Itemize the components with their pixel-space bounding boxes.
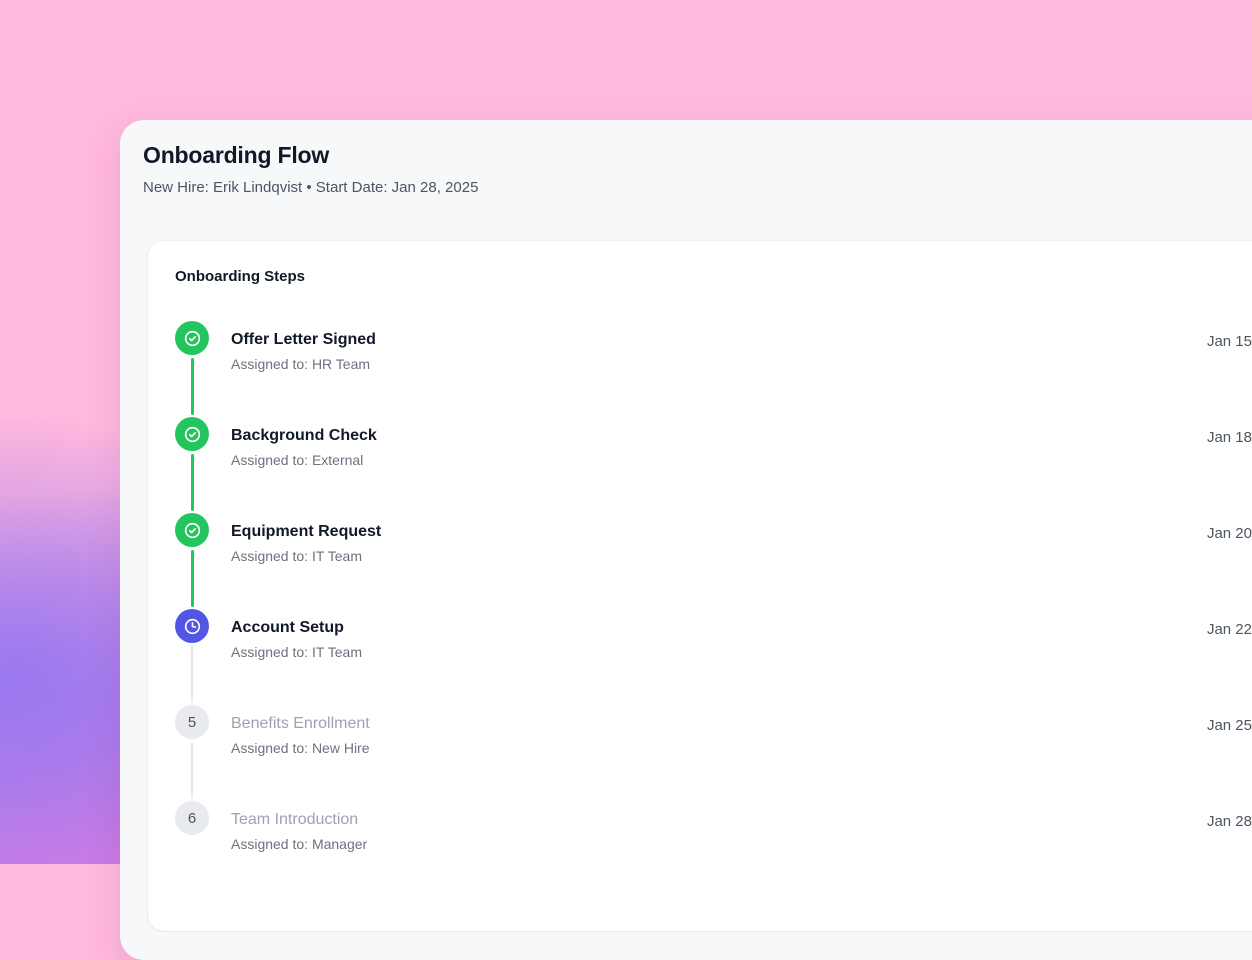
step-status-marker: 5: [175, 705, 209, 739]
step-row[interactable]: Equipment Request Assigned to: IT Team J…: [148, 513, 1252, 609]
step-date: Jan 20: [1206, 525, 1252, 542]
step-assignee: Assigned to: IT Team: [231, 644, 362, 660]
step-title: Offer Letter Signed: [231, 331, 376, 348]
step-row[interactable]: 6 Team Introduction Assigned to: Manager…: [148, 801, 1252, 897]
step-status-marker: [175, 513, 209, 547]
step-status-marker: [175, 321, 209, 355]
clock-icon: [184, 618, 200, 634]
check-circle-icon: [184, 426, 200, 442]
step-assignee: Assigned to: New Hire: [231, 740, 370, 756]
step-connector: [190, 550, 194, 607]
step-date: Jan 18: [1206, 429, 1252, 446]
step-assignee: Assigned to: Manager: [231, 836, 368, 852]
step-assignee: Assigned to: IT Team: [231, 548, 362, 564]
step-number: 6: [187, 809, 197, 827]
step-title: Account Setup: [231, 619, 344, 636]
step-status-marker: [175, 417, 209, 451]
step-date: Jan 22: [1206, 621, 1252, 638]
step-date: Jan 25: [1206, 717, 1252, 734]
check-circle-icon: [184, 330, 200, 346]
step-status-marker: [175, 609, 209, 643]
steps-list: Offer Letter Signed Assigned to: HR Team…: [148, 321, 1252, 897]
step-assignee: Assigned to: External: [231, 452, 364, 468]
step-row[interactable]: Offer Letter Signed Assigned to: HR Team…: [148, 321, 1252, 417]
page-title: Onboarding Flow: [143, 142, 330, 168]
step-row[interactable]: Background Check Assigned to: External J…: [148, 417, 1252, 513]
onboarding-steps-card: Onboarding Steps Offer Letter Signed Ass…: [148, 241, 1252, 931]
step-number: 5: [187, 713, 197, 731]
step-status-marker: 6: [175, 801, 209, 835]
page-subtitle: New Hire: Erik Lindqvist • Start Date: J…: [143, 179, 479, 196]
step-date: Jan 15: [1206, 333, 1252, 350]
main-panel: Onboarding Flow New Hire: Erik Lindqvist…: [120, 120, 1252, 960]
step-title: Team Introduction: [231, 811, 359, 828]
step-title: Background Check: [231, 427, 377, 444]
step-row[interactable]: 5 Benefits Enrollment Assigned to: New H…: [148, 705, 1252, 801]
step-connector: [190, 454, 194, 511]
step-title: Benefits Enrollment: [231, 715, 370, 732]
step-connector: [191, 742, 193, 799]
check-circle-icon: [184, 522, 200, 538]
step-connector: [190, 358, 194, 415]
step-date: Jan 28: [1206, 813, 1252, 830]
step-connector: [191, 646, 193, 703]
step-assignee: Assigned to: HR Team: [231, 356, 371, 372]
step-title: Equipment Request: [231, 523, 382, 540]
step-row[interactable]: Account Setup Assigned to: IT Team Jan 2…: [148, 609, 1252, 705]
card-title: Onboarding Steps: [175, 268, 306, 285]
